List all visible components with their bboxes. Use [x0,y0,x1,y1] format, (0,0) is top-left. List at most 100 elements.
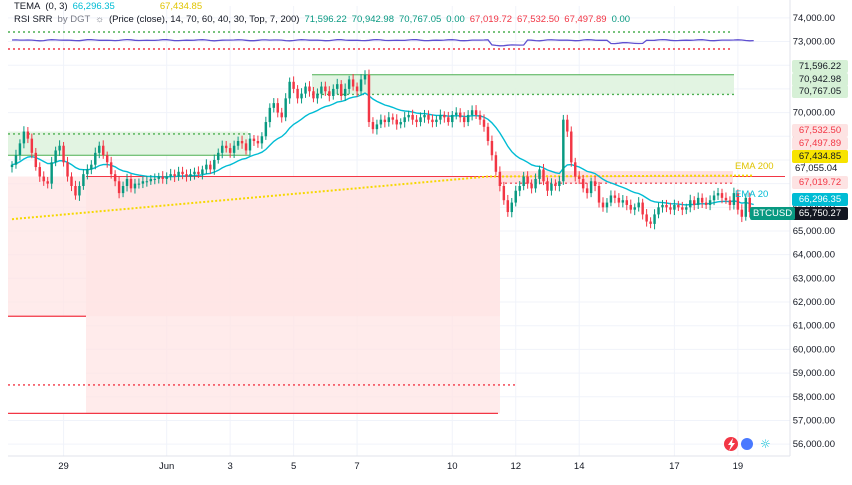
candle-body [86,169,89,175]
candle-body [66,162,69,177]
candle-body [54,150,57,163]
candle-body [264,122,268,137]
candle-body [38,167,41,177]
y-tick-label: 65,000.00 [793,226,835,237]
candle-body [661,204,664,208]
candle-body [153,178,157,180]
candle-body [347,79,351,89]
candle-body [470,110,474,115]
candle-body [383,119,387,123]
rsi-name: RSI SRR [14,14,53,25]
candle-body [197,171,200,175]
candle-body [359,79,363,92]
candle-body [18,143,22,156]
candle-body [268,107,272,123]
candle-body [415,119,418,123]
candle-body [157,176,160,179]
rsi-by: by DGT [57,14,91,25]
candle-body [387,117,391,123]
candle-body [232,145,236,153]
zones [8,74,785,414]
candle-body [375,124,379,130]
tema-params: (0, 3) [45,1,68,12]
candle-body [510,202,513,213]
x-tick-label: 17 [669,461,680,472]
candle-body [371,122,375,130]
candle-body [526,176,529,184]
tag-66296: 66,296.35 [792,193,848,206]
candle-body [669,207,672,210]
candle-body [502,186,506,201]
candle-body [744,197,748,217]
candle-body [593,181,597,186]
candle-body [478,114,482,120]
symbol-badge: BTCUSD [750,207,796,220]
tema-name: TEMA [14,1,41,12]
rsi-v2: 70,767.05 [399,14,442,25]
candle-body [339,84,343,96]
candle-body [113,174,117,182]
candle-body [589,181,593,194]
candle-body [42,176,45,182]
candle-body [125,178,129,186]
tag-70942: 70,942.98 [792,73,848,86]
candle-body [149,178,153,182]
candle-body [581,178,585,189]
candle-body [558,181,561,186]
candle-body [22,131,26,144]
rsi-v4: 67,019.72 [469,14,513,25]
candle-body [577,176,581,179]
candle-body [181,171,184,175]
candle-body [732,193,736,205]
candle-body [455,112,458,115]
candle-body [689,200,692,208]
icons: ☼ [724,437,771,451]
candle-body [90,164,93,170]
candle-body [506,200,510,213]
candle-body [46,181,49,184]
candle-body [574,162,577,177]
candle-body [542,169,545,182]
candle-body [462,117,466,123]
candle-body [94,152,97,165]
candle-body [189,174,192,177]
candle-body [665,204,668,208]
candle-body [458,112,462,118]
ema200-line [11,174,754,221]
candle-body [201,169,204,175]
candle-body [236,141,240,146]
candle-body [109,162,113,175]
candle-body [169,174,172,177]
candle-body [696,197,700,205]
rsi-line [11,38,754,47]
x-tick-label: 14 [574,461,585,472]
candle-body [677,204,680,208]
candle-body [712,195,716,201]
candle-body [98,145,101,153]
candle-body [490,141,494,156]
candle-body [78,186,81,196]
candle-body [700,197,704,203]
candle-body [645,214,648,222]
candle-body [228,148,232,153]
candle-body [399,122,402,125]
candle-body [431,119,434,123]
candle-body [224,145,228,149]
settings-icon[interactable]: ☼ [95,14,104,25]
candle-body [217,152,220,160]
candle-body [312,91,315,99]
candles [10,69,755,230]
candle-body [161,176,164,179]
ema200-label: EMA 200 [735,161,774,172]
red-zone-top [86,176,500,317]
indicators [11,92,754,221]
candle-body [724,197,728,201]
candle-body [367,74,371,123]
candle-body [137,183,141,185]
candle-body [185,174,188,177]
candle-body [276,103,279,113]
candle-body [209,164,212,170]
rsi-legend: RSI SRR by DGT ☼ (Price (close), 14, 70, 60… [14,14,635,26]
candle-body [447,117,450,123]
